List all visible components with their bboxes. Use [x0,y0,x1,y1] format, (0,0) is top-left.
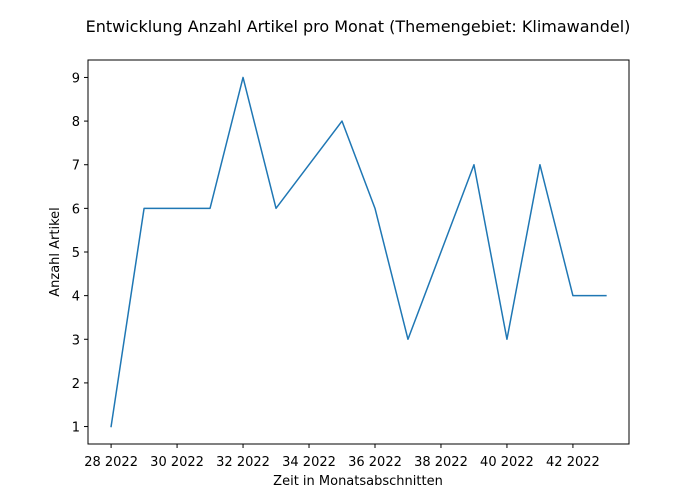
plot-frame [87,59,630,445]
y-tick-label: 9 [72,71,80,86]
x-axis-label: Zeit in Monatsabschnitten [273,474,443,489]
y-tick-label: 4 [72,290,80,305]
x-tick-label: 32 2022 [216,455,270,470]
y-tick-label: 3 [72,333,80,348]
y-tick-label: 1 [72,421,80,436]
chart-title: Entwicklung Anzahl Artikel pro Monat (Th… [86,17,631,36]
x-tick-label: 36 2022 [348,455,402,470]
x-tick-label: 34 2022 [282,455,336,470]
y-axis-label: Anzahl Artikel [48,207,63,297]
x-tick-label: 40 2022 [480,455,534,470]
series-line [110,76,607,428]
y-tick-label: 6 [72,202,80,217]
y-tick-label: 5 [72,246,80,261]
x-tick-label: 42 2022 [546,455,600,470]
y-tick-label: 2 [72,377,80,392]
y-tick-label: 8 [72,115,80,130]
x-tick-label: 30 2022 [150,455,204,470]
y-tick-label: 7 [72,159,80,174]
x-tick-label: 28 2022 [84,455,138,470]
x-tick-label: 38 2022 [414,455,468,470]
